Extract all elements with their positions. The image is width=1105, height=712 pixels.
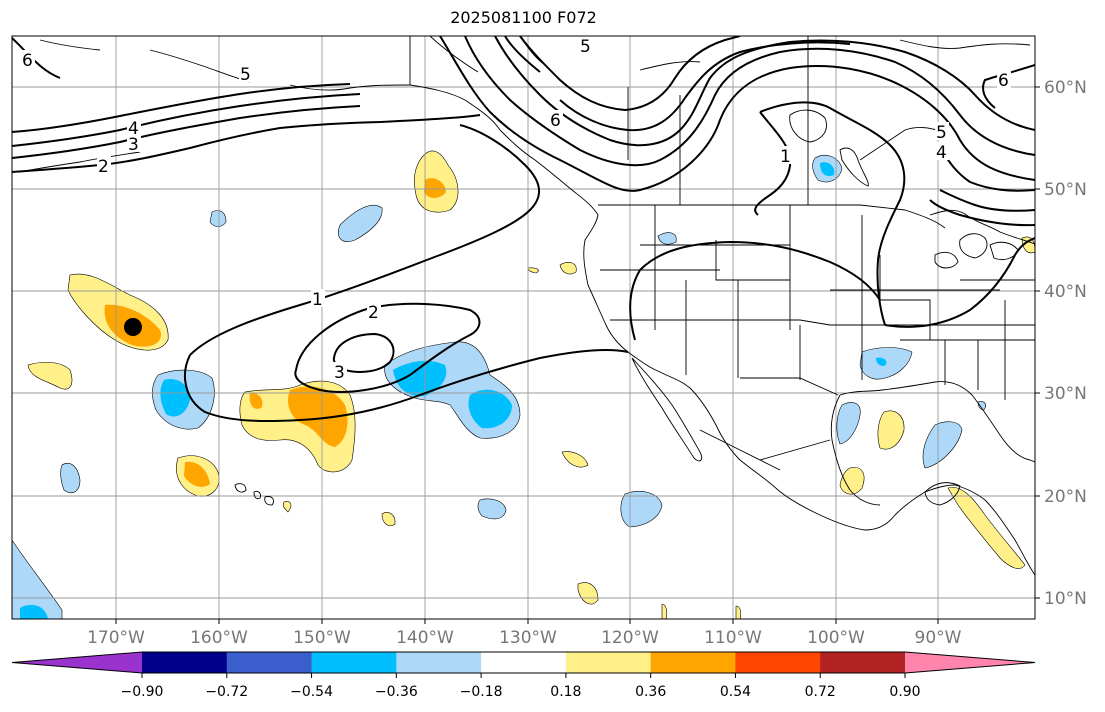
location-marker-dot (124, 318, 142, 336)
latitude-label: 40°N (1044, 282, 1087, 302)
contour-label: 2 (368, 303, 379, 323)
longitude-label: 110°W (704, 628, 762, 648)
colorbar-segment (311, 652, 397, 673)
longitude-label: 170°W (87, 628, 145, 648)
colorbar-tick-label: −0.36 (375, 684, 418, 700)
colorbar-segment (735, 652, 821, 673)
colorbar-tick-label: 0.90 (889, 684, 920, 700)
contour-label: 2 (98, 157, 109, 177)
latitude-axis (1035, 86, 1040, 599)
colorbar-tick-label: 0.18 (550, 684, 581, 700)
colorbar-segment (565, 652, 652, 673)
contours (12, 36, 1035, 423)
colorbar-segment (650, 652, 736, 673)
longitude-label: 140°W (396, 628, 454, 648)
contour-label: 6 (22, 51, 33, 71)
latitude-label: 10°N (1044, 589, 1087, 609)
colorbar-tick-label: 0.54 (720, 684, 751, 700)
longitude-labels: 170°W 160°W 150°W 140°W 130°W 120°W 110°… (87, 628, 962, 648)
colorbar-tick-label: 0.36 (635, 684, 666, 700)
latitude-label: 20°N (1044, 487, 1087, 507)
colorbar-tick-label: −0.54 (290, 684, 333, 700)
longitude-label: 130°W (499, 628, 557, 648)
colorbar-tick-label: −0.90 (121, 684, 164, 700)
contour-label: 1 (312, 290, 323, 310)
latitude-label: 60°N (1044, 78, 1087, 98)
colorbar-extend-high (905, 652, 1035, 673)
latitude-labels: 60°N 50°N 40°N 30°N 20°N 10°N (1044, 78, 1087, 609)
contour-label: 6 (550, 111, 561, 131)
colorbar-tick-label: −0.72 (205, 684, 248, 700)
contour-labels: 6 5 4 3 2 1 2 3 5 6 5 4 1 6 (21, 36, 1011, 383)
colorbar-tick-label: −0.18 (460, 684, 503, 700)
contour-label: 1 (780, 147, 791, 167)
longitude-label: 90°W (915, 628, 962, 648)
map-title: 2025081100 F072 (450, 8, 597, 27)
longitude-axis (115, 619, 939, 624)
contour-label: 5 (580, 37, 591, 57)
graticule (12, 36, 1035, 619)
colorbar-segment (820, 652, 906, 673)
longitude-label: 120°W (601, 628, 659, 648)
contour-label: 3 (128, 135, 139, 155)
colorbar-segment (396, 652, 482, 673)
colorbar-extend-low (12, 652, 142, 673)
contour-label: 5 (936, 123, 947, 143)
shaded-anomalies (12, 150, 1035, 619)
colorbar-segment (142, 652, 228, 673)
contour-label: 5 (240, 65, 251, 85)
map-panel: 6 5 4 3 2 1 2 3 5 6 5 4 1 6 (12, 36, 1035, 619)
colorbar-segment (226, 652, 313, 673)
contour-label: 4 (936, 143, 947, 163)
contour-label: 4 (128, 119, 139, 139)
coastlines (19, 36, 1035, 576)
latitude-label: 30°N (1044, 384, 1087, 404)
longitude-label: 160°W (190, 628, 248, 648)
map-frame (11, 35, 1036, 620)
colorbar-segment (481, 652, 567, 673)
colorbar-tick-label: 0.72 (805, 684, 836, 700)
contour-label: 3 (334, 363, 345, 383)
longitude-label: 100°W (807, 628, 865, 648)
longitude-label: 150°W (293, 628, 351, 648)
colorbar: −0.90 −0.72 −0.54 −0.36 −0.18 0.18 0.36 0.54 0.7… (11, 651, 1036, 700)
latitude-label: 50°N (1044, 180, 1087, 200)
contour-label: 6 (998, 71, 1009, 91)
